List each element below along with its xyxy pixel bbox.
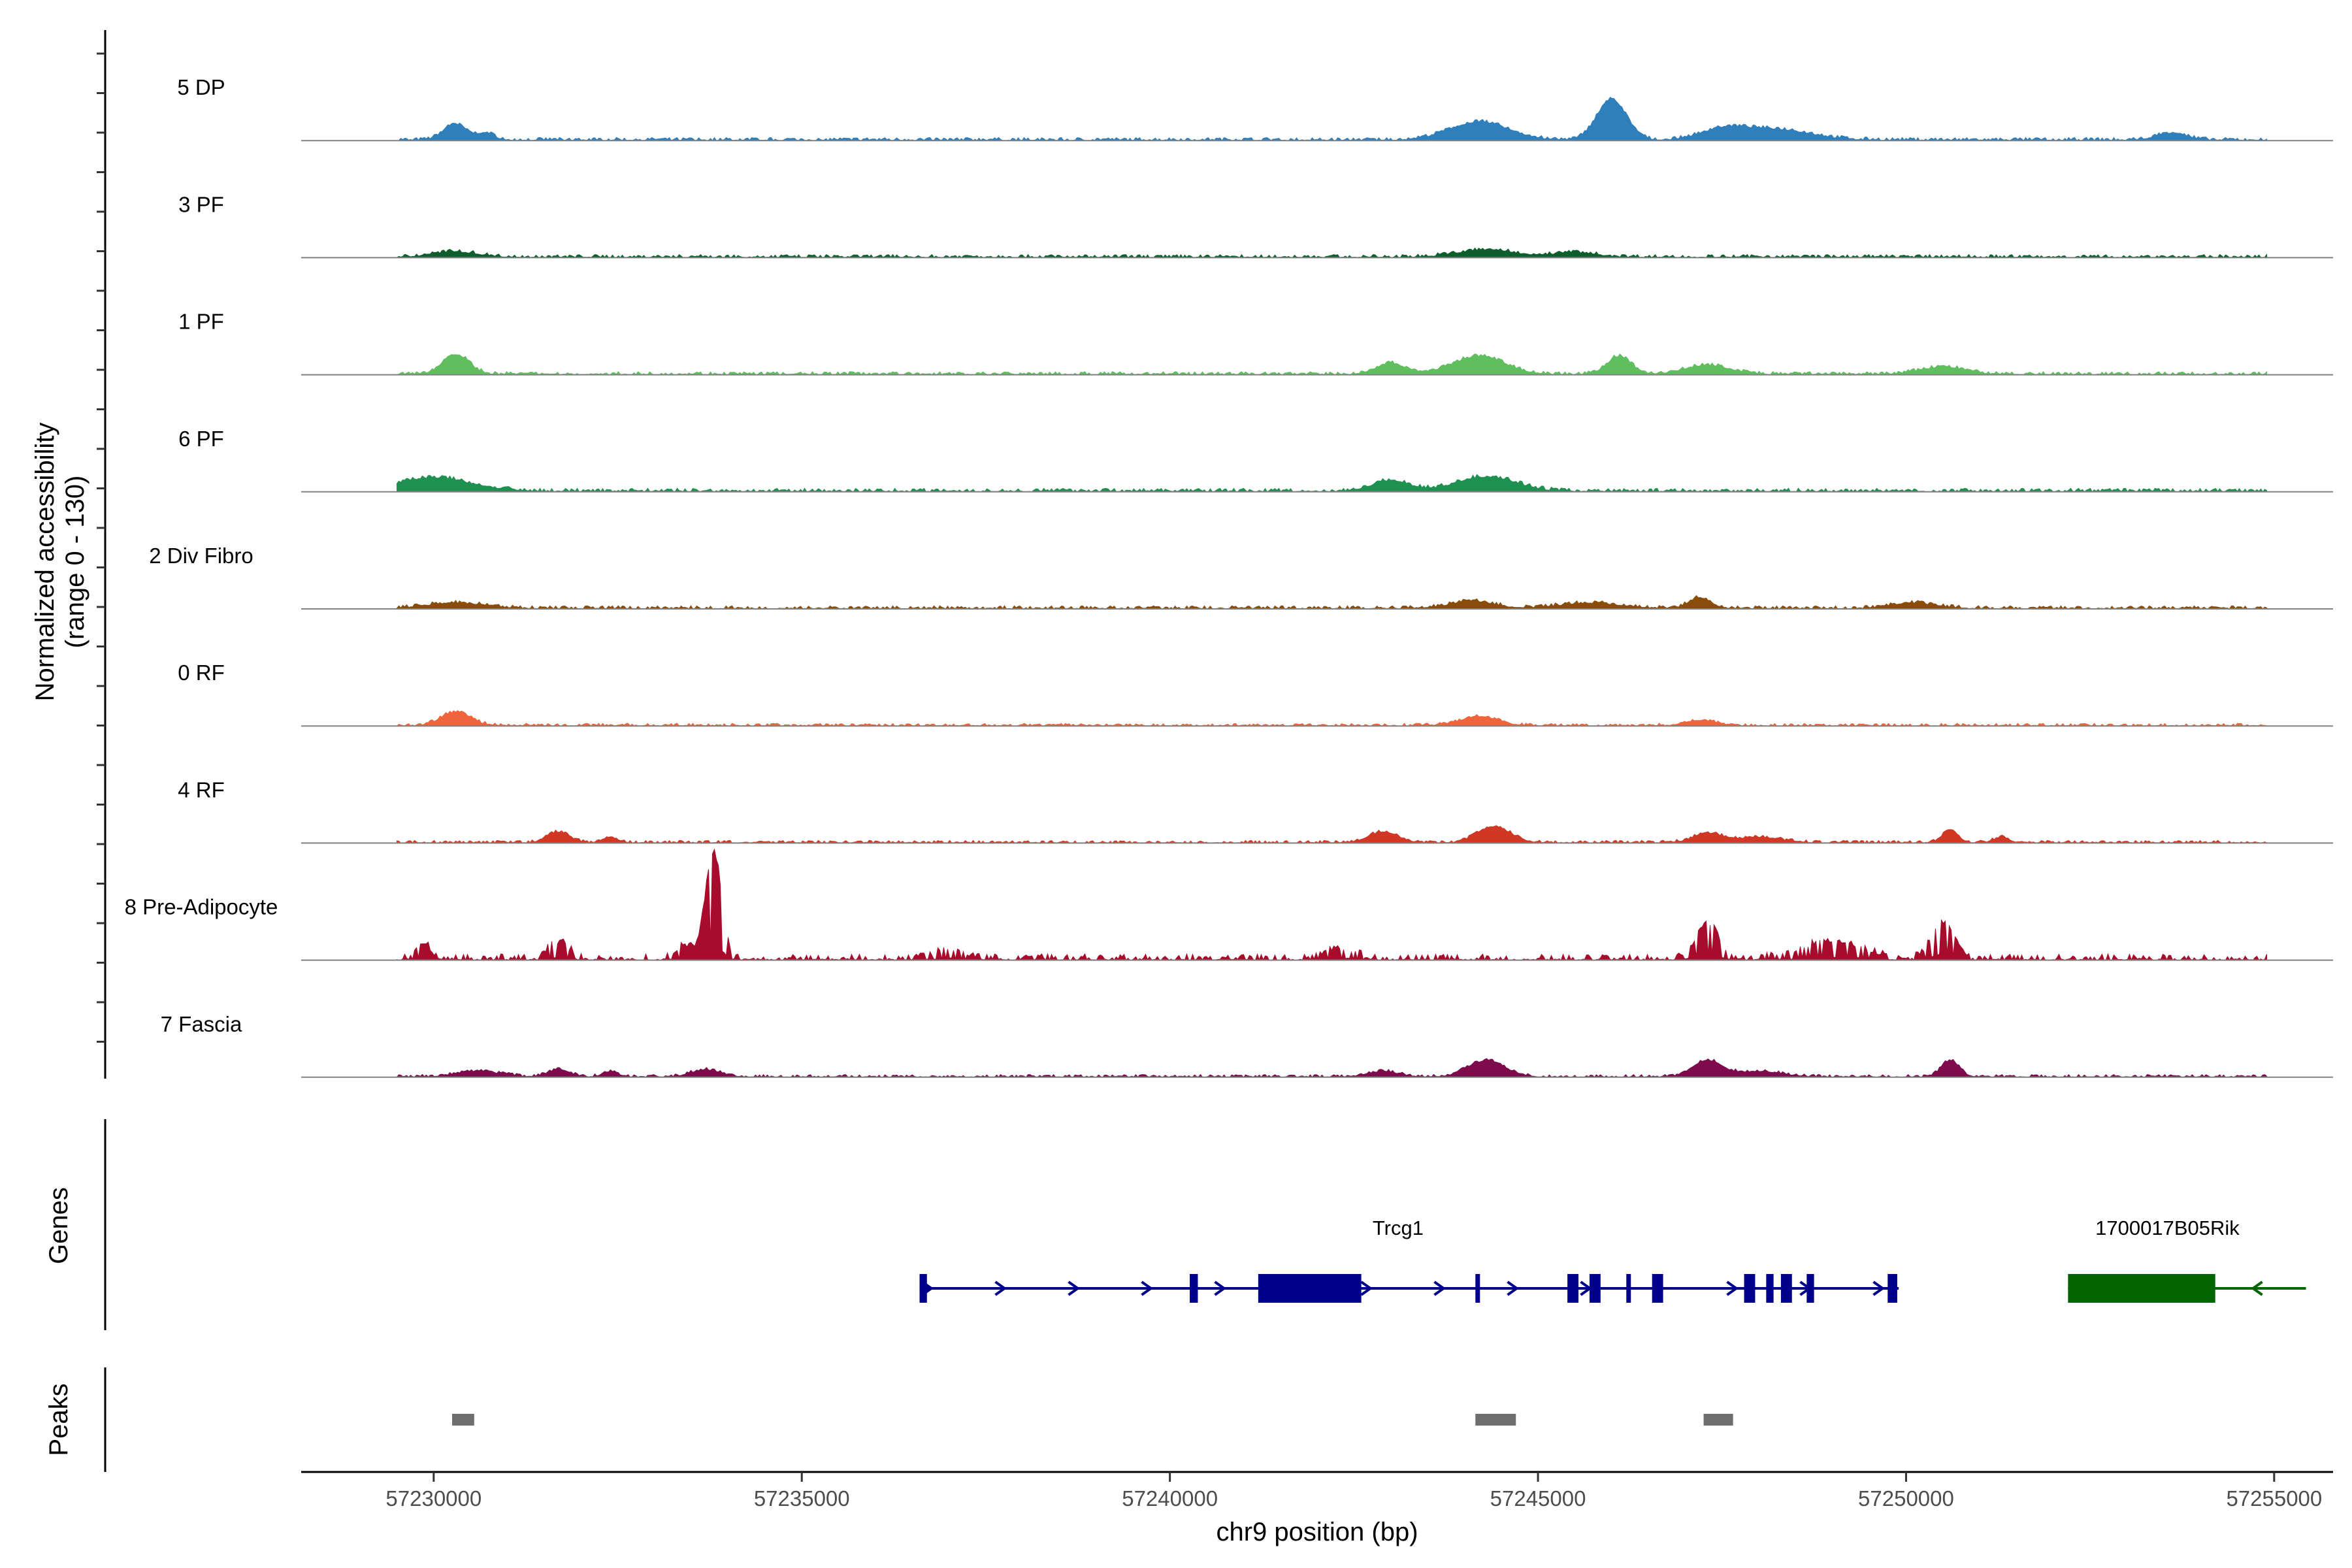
track-label: 6 PF bbox=[178, 427, 224, 451]
track-8-pre-adipocyte: 8 Pre-Adipocyte bbox=[125, 848, 2333, 961]
exon bbox=[919, 1274, 927, 1303]
exon bbox=[2068, 1274, 2215, 1303]
genes-axis-title: Genes bbox=[44, 1187, 73, 1264]
track-6-pf: 6 PF bbox=[178, 427, 2333, 493]
coverage-area bbox=[397, 97, 2268, 142]
peak-track bbox=[451, 1414, 1733, 1426]
strand-arrow bbox=[1068, 1281, 1080, 1296]
gene-1700017b05rik: 1700017B05Rik bbox=[2068, 1217, 2306, 1303]
x-axis-title: chr9 position (bp) bbox=[1216, 1518, 1418, 1546]
x-axis-ticks: 57230000 57235000 57240000 57245000 57250000… bbox=[385, 1472, 2322, 1511]
track-label: 3 PF bbox=[178, 192, 224, 216]
track-label: 7 Fascia bbox=[161, 1012, 242, 1036]
exon bbox=[1744, 1274, 1756, 1303]
exon bbox=[1475, 1274, 1480, 1303]
track-5-dp: 5 DP bbox=[177, 75, 2333, 142]
coverage-area bbox=[396, 710, 2268, 727]
coverage-area bbox=[397, 353, 2268, 376]
track-label: 2 Div Fibro bbox=[149, 544, 253, 568]
coverage-area bbox=[397, 848, 2268, 961]
strand-arrow bbox=[1726, 1281, 1739, 1296]
exon bbox=[1190, 1274, 1198, 1303]
exon bbox=[1626, 1274, 1631, 1303]
strand-arrow bbox=[1872, 1281, 1885, 1296]
strand-arrow bbox=[994, 1281, 1007, 1296]
peak-region bbox=[1475, 1414, 1516, 1426]
track-4-rf: 4 RF bbox=[178, 777, 2333, 844]
strand-arrow bbox=[1214, 1281, 1226, 1296]
strand-arrow bbox=[1433, 1281, 1446, 1296]
exon bbox=[1887, 1274, 1897, 1303]
track-7-fascia: 7 Fascia bbox=[161, 1012, 2333, 1078]
track-label: 5 DP bbox=[177, 75, 225, 99]
exon bbox=[1652, 1274, 1663, 1303]
track-1-pf: 1 PF bbox=[178, 310, 2333, 376]
coverage-area bbox=[397, 247, 2268, 259]
coverage-area bbox=[397, 474, 2268, 493]
exon bbox=[1589, 1274, 1601, 1303]
x-tick-label: 57235000 bbox=[754, 1486, 850, 1511]
peak-region bbox=[1703, 1414, 1733, 1426]
y-axis-subtitle: (range 0 - 130) bbox=[61, 476, 90, 649]
x-tick-label: 57250000 bbox=[1858, 1486, 1954, 1511]
coverage-area bbox=[397, 825, 2268, 844]
exon bbox=[1766, 1274, 1774, 1303]
exon bbox=[1806, 1274, 1814, 1303]
gene-label: Trcg1 bbox=[1373, 1217, 1424, 1239]
y-axis-ticks bbox=[97, 52, 105, 1043]
track-3-pf: 3 PF bbox=[178, 192, 2333, 259]
strand-arrow bbox=[2251, 1281, 2263, 1296]
gene-track: Trcg1 1700017B05Rik bbox=[919, 1217, 2306, 1303]
x-tick-label: 57230000 bbox=[385, 1486, 482, 1511]
exon bbox=[1567, 1274, 1579, 1303]
track-label: 0 RF bbox=[178, 661, 225, 685]
peak-region bbox=[451, 1414, 474, 1426]
coverage-area bbox=[397, 595, 2268, 610]
track-label: 4 RF bbox=[178, 777, 225, 802]
track-0-rf: 0 RF bbox=[178, 661, 2333, 727]
peaks-axis-title: Peaks bbox=[44, 1383, 73, 1456]
gene-label: 1700017B05Rik bbox=[2095, 1217, 2240, 1239]
strand-arrow bbox=[1141, 1281, 1153, 1296]
x-tick-label: 57240000 bbox=[1122, 1486, 1218, 1511]
track-2-div-fibro: 2 Div Fibro bbox=[149, 544, 2333, 610]
gene-trcg1: Trcg1 bbox=[919, 1217, 1899, 1303]
y-axis-title: Normalized accessibility bbox=[31, 423, 59, 702]
coverage-area bbox=[397, 1058, 2268, 1078]
coverage-tracks: 5 DP 3 PF 1 PF 6 PF 2 Div Fibro 0 RF 4 RF 8 Pre… bbox=[125, 75, 2333, 1078]
track-label: 1 PF bbox=[178, 310, 224, 334]
strand-arrow bbox=[1360, 1281, 1373, 1296]
x-tick-label: 57245000 bbox=[1490, 1486, 1586, 1511]
track-label: 8 Pre-Adipocyte bbox=[125, 895, 278, 919]
exon bbox=[1780, 1274, 1792, 1303]
strand-arrow bbox=[1507, 1281, 1519, 1296]
x-tick-label: 57255000 bbox=[2226, 1486, 2322, 1511]
exon bbox=[1258, 1274, 1362, 1303]
